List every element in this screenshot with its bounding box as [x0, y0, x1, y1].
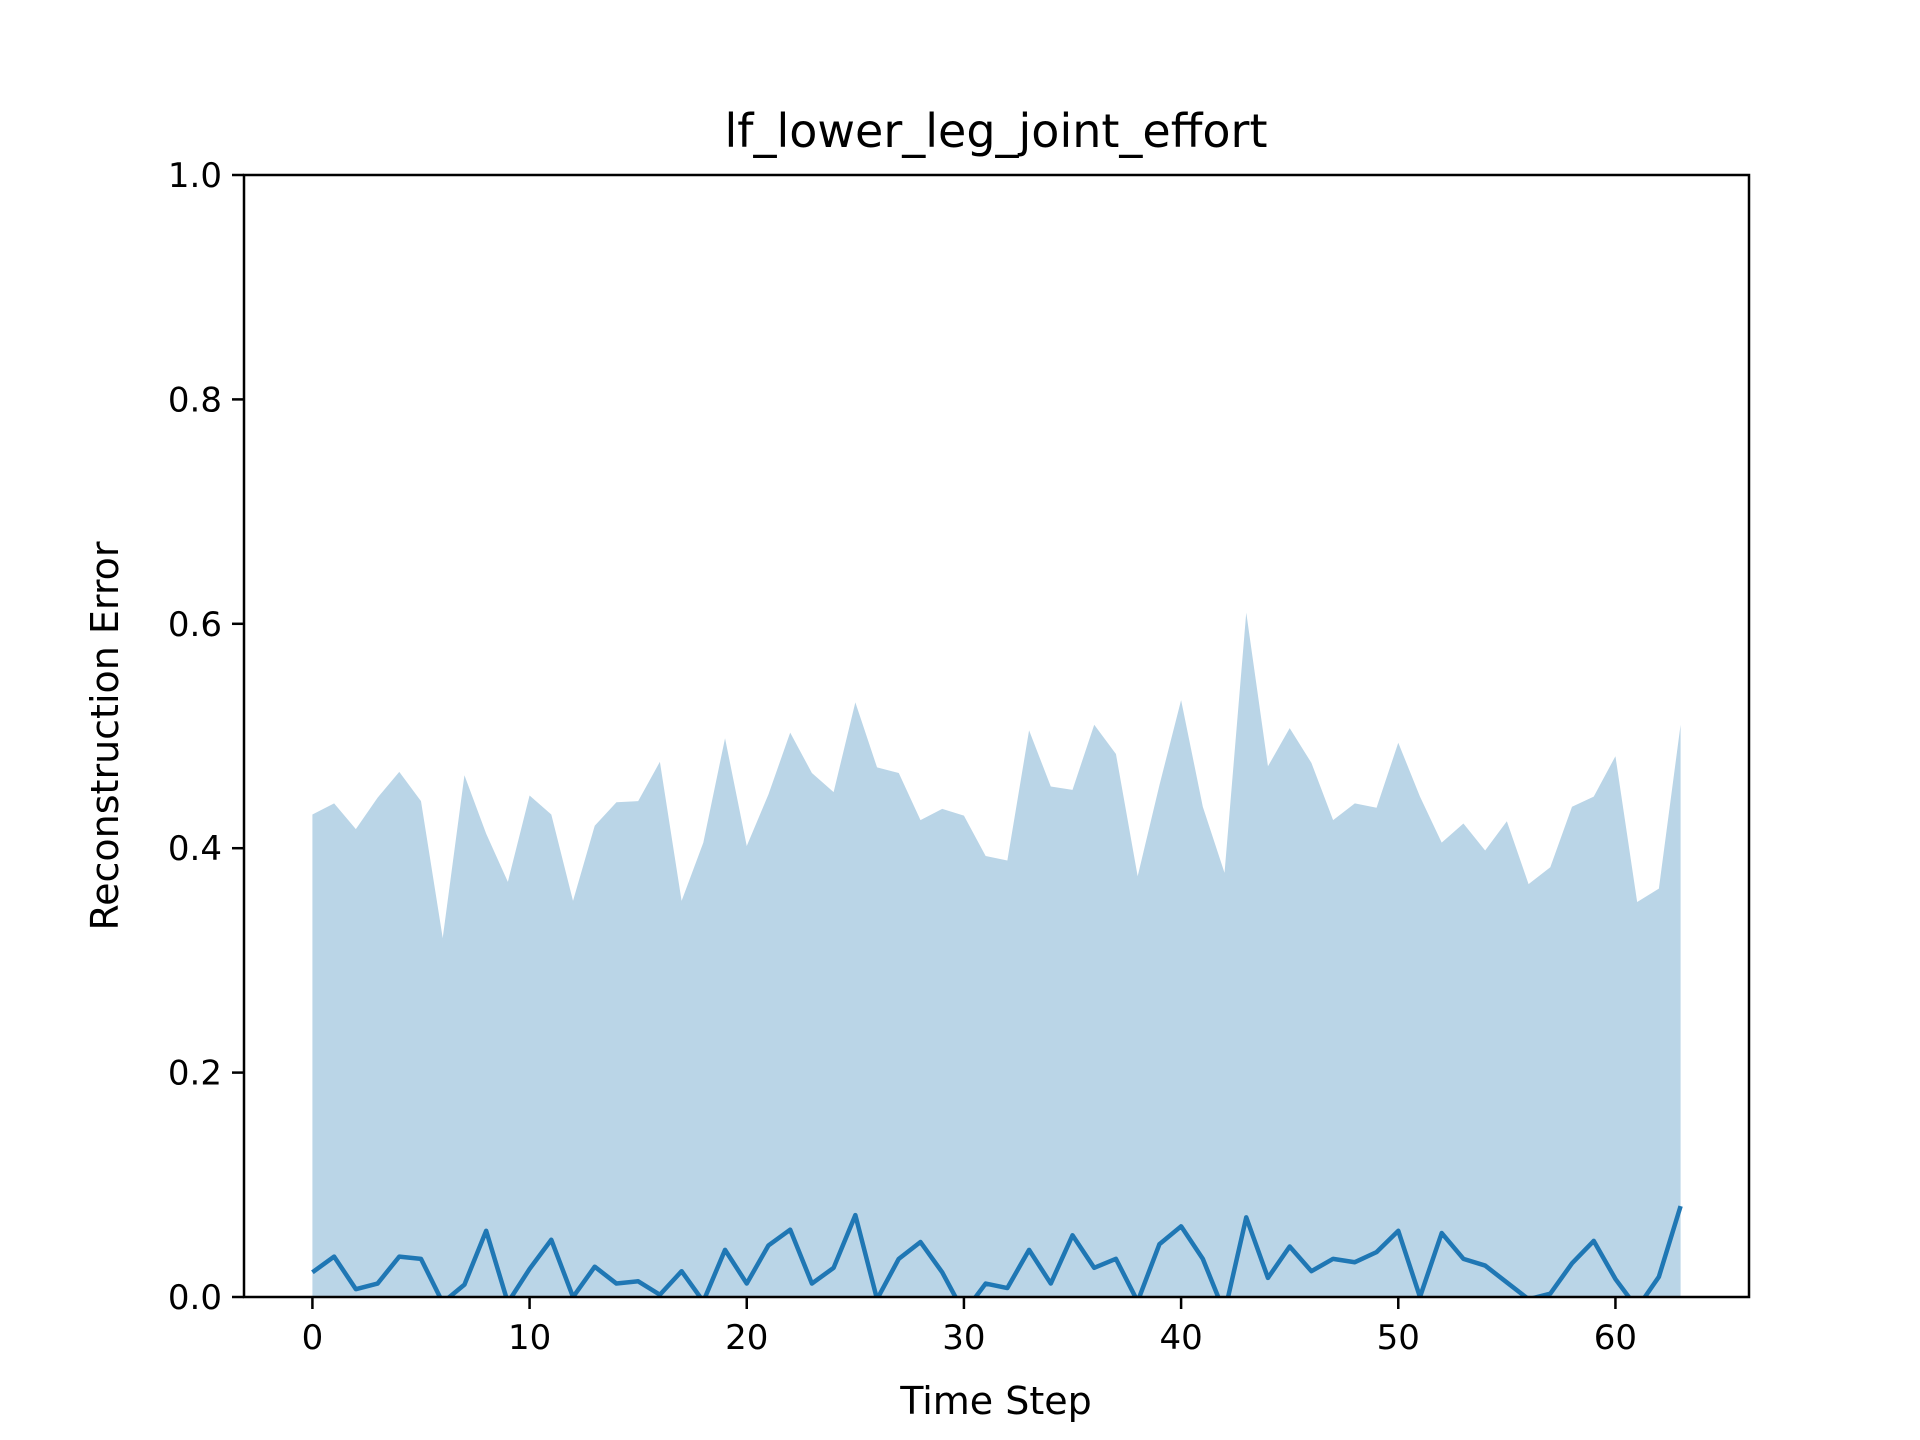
x-tick-label: 50: [1377, 1318, 1420, 1358]
y-tick-label: 0.0: [168, 1278, 222, 1318]
band-layer: [312, 612, 1681, 1297]
y-tick-label: 0.2: [168, 1054, 222, 1094]
x-tick-label: 10: [508, 1318, 551, 1358]
chart-title: lf_lower_leg_joint_effort: [725, 104, 1268, 158]
y-axis-label: Reconstruction Error: [83, 541, 127, 930]
plot-frame: [242, 173, 1751, 1299]
y-tick-label: 1.0: [168, 156, 222, 196]
x-tick-label: 30: [942, 1318, 985, 1358]
y-tick-label: 0.4: [168, 829, 222, 869]
series-line-0: [311, 1205, 1683, 1297]
x-tick-label: 60: [1594, 1318, 1637, 1358]
x-tick-label: 20: [725, 1318, 768, 1358]
error-band: [312, 612, 1681, 1297]
x-tick-label: 40: [1159, 1318, 1202, 1358]
x-axis: 0 10 20 30 40 50 60: [302, 1297, 1637, 1358]
x-axis-label: Time Step: [899, 1379, 1092, 1423]
x-tick-label: 0: [302, 1318, 324, 1358]
y-tick-label: 0.8: [168, 380, 222, 420]
y-tick-label: 0.6: [168, 605, 222, 645]
y-axis: 0.0 0.2 0.4 0.6 0.8 1.0: [168, 156, 244, 1318]
line-layer: [311, 1205, 1683, 1297]
